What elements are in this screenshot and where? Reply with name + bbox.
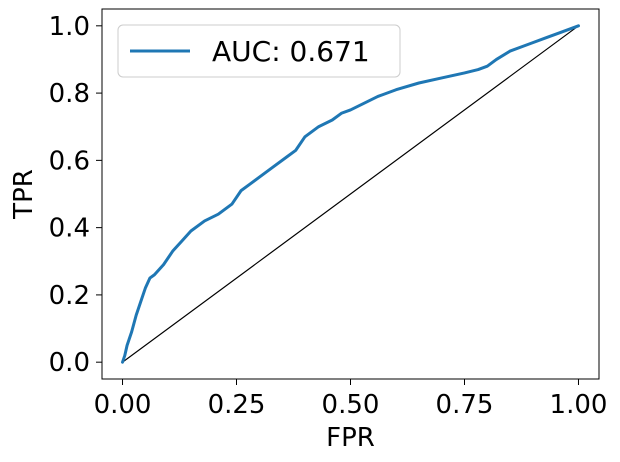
x-tick-label-4: 1.00 xyxy=(550,390,608,420)
x-tick-label-0: 0.00 xyxy=(94,390,152,420)
x-tick-label-1: 0.25 xyxy=(208,390,266,420)
y-tick-label-5: 1.0 xyxy=(49,12,90,42)
y-tick-label-0: 0.0 xyxy=(49,348,90,378)
x-axis-label: FPR xyxy=(326,423,375,453)
roc-curve-line xyxy=(121,24,580,364)
y-tick-label-1: 0.2 xyxy=(49,281,90,311)
y-tick-label-3: 0.6 xyxy=(49,146,90,176)
legend-box xyxy=(117,24,401,78)
y-tick-label-2: 0.4 xyxy=(49,214,90,244)
x-tick-label-2: 0.50 xyxy=(322,390,380,420)
y-tick-label-4: 0.8 xyxy=(49,79,90,109)
legend-label-0: AUC: 0.671 xyxy=(212,35,370,68)
x-tick-label-3: 0.75 xyxy=(436,390,494,420)
reference-diagonal-line xyxy=(121,25,580,363)
y-axis-label: TPR xyxy=(9,169,39,220)
